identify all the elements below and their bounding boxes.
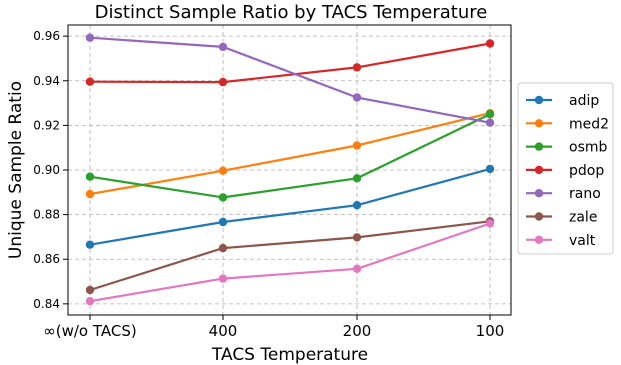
data-point-adip <box>218 217 228 227</box>
y-axis-label: Unique Sample Ratio <box>6 81 26 259</box>
legend-marker-zale <box>534 212 544 221</box>
data-point-osmb <box>352 174 362 183</box>
legend-marker-osmb <box>534 142 544 151</box>
y-axis: 0.84 0.86 0.88 0.90 0.92 0.94 0.96 <box>33 29 68 311</box>
x-axis-label: TACS Temperature <box>211 345 368 365</box>
legend-marker-med2 <box>534 119 544 128</box>
data-point-rano <box>485 118 495 127</box>
y-tick-label: 0.94 <box>33 74 60 88</box>
data-point-osmb <box>218 193 228 202</box>
data-point-adip <box>485 164 495 174</box>
data-point-rano <box>218 42 228 52</box>
data-point-pdop <box>85 77 95 86</box>
data-point-pdop <box>218 77 228 87</box>
data-point-valt <box>85 297 95 306</box>
y-tick-label: 0.86 <box>33 252 60 266</box>
series-line-osmb <box>89 113 491 199</box>
x-tick-label: 200 <box>343 322 372 340</box>
chart-title: Distinct Sample Ratio by TACS Temperatur… <box>95 2 488 23</box>
x-tick-label: 400 <box>209 322 238 340</box>
legend-label-med2: med2 <box>569 116 609 132</box>
legend-marker-pdop <box>534 165 544 175</box>
series-line-pdop <box>89 42 491 84</box>
data-point-pdop <box>485 39 495 48</box>
data-point-med2 <box>85 189 95 199</box>
legend-label-rano: rano <box>569 186 601 202</box>
data-point-valt <box>352 264 362 273</box>
data-point-pdop <box>352 63 362 72</box>
legend-marker-adip <box>534 95 544 105</box>
x-tick-label: 100 <box>476 322 505 340</box>
legend-label-osmb: osmb <box>569 140 607 156</box>
legend-marker-rano <box>534 189 544 198</box>
data-point-valt <box>218 274 228 283</box>
data-point-valt <box>485 219 495 228</box>
legend-label-adip: adip <box>569 93 599 109</box>
series-line-valt <box>89 222 491 303</box>
data-point-osmb <box>85 172 95 181</box>
legend-label-pdop: pdop <box>569 163 604 179</box>
data-point-rano <box>352 93 362 102</box>
data-point-rano <box>85 33 95 42</box>
data-point-zale <box>352 233 362 242</box>
y-tick-label: 0.92 <box>33 118 60 132</box>
legend-label-valt: valt <box>569 233 596 249</box>
series-line-zale <box>89 220 491 292</box>
legend: adip med2 osmb pdop rano zale valt <box>517 82 614 255</box>
series-line-med2 <box>89 112 491 196</box>
y-tick-label: 0.90 <box>33 163 60 177</box>
legend-marker-valt <box>534 235 544 244</box>
series-line-rano <box>89 36 491 124</box>
data-point-adip <box>352 201 362 210</box>
data-point-adip <box>85 240 95 249</box>
series-lines <box>85 33 495 306</box>
y-tick-label: 0.84 <box>33 297 60 311</box>
series-line-adip <box>89 167 491 246</box>
data-point-osmb <box>485 110 495 119</box>
legend-label-zale: zale <box>569 210 597 226</box>
grid-lines <box>68 25 511 315</box>
x-axis: ∞(w/o TACS) 400 200 100 <box>43 315 504 340</box>
data-point-med2 <box>218 166 228 175</box>
data-point-zale <box>218 243 228 253</box>
y-tick-label: 0.96 <box>33 29 60 43</box>
y-tick-label: 0.88 <box>33 208 60 222</box>
data-point-med2 <box>352 141 362 150</box>
x-tick-label: ∞(w/o TACS) <box>43 322 136 340</box>
data-point-zale <box>85 285 95 295</box>
